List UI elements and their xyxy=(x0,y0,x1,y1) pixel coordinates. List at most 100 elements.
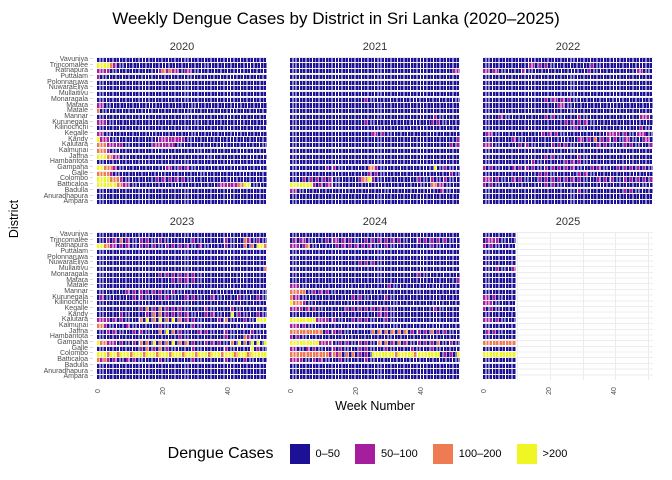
heat-cells xyxy=(136,358,160,363)
heat-cells xyxy=(456,137,460,142)
panel-gridline xyxy=(615,232,617,380)
heat-cells xyxy=(584,137,588,142)
heat-cells xyxy=(234,312,238,317)
heat-cells xyxy=(483,301,493,306)
heat-cells xyxy=(309,244,336,249)
heat-cells xyxy=(162,329,166,334)
heat-cells xyxy=(201,329,205,334)
heat-cells xyxy=(587,137,591,142)
heat-cells xyxy=(119,340,124,346)
heat-cells xyxy=(597,137,601,142)
legend-label: 0–50 xyxy=(315,448,340,460)
heat-cells xyxy=(483,261,516,266)
heat-cells xyxy=(515,165,519,171)
heat-cells xyxy=(182,177,186,182)
panel-gridline xyxy=(422,57,424,205)
heat-cells xyxy=(182,312,186,317)
heat-cells xyxy=(512,266,516,272)
heat-cells xyxy=(162,177,166,182)
heat-cells xyxy=(224,352,235,357)
heat-cells xyxy=(424,238,428,243)
heat-cells xyxy=(139,238,143,243)
heat-cells xyxy=(564,165,568,171)
heat-cells xyxy=(339,346,343,351)
heat-cells xyxy=(100,137,111,142)
heat-cells xyxy=(352,318,356,323)
heat-cells xyxy=(165,295,169,300)
heat-cells xyxy=(299,238,307,243)
heat-cells xyxy=(626,131,637,136)
heat-cells xyxy=(587,69,591,74)
heat-cells xyxy=(433,114,438,119)
heat-cells xyxy=(168,318,173,323)
district-label: NuwaraEliya xyxy=(12,85,93,92)
heat-cells xyxy=(290,238,294,243)
heat-cells xyxy=(244,358,248,363)
heat-cells xyxy=(152,318,156,323)
heat-cells xyxy=(110,148,267,154)
heat-cells xyxy=(450,352,454,357)
heat-cells xyxy=(329,165,333,171)
heat-cells xyxy=(224,329,228,334)
heat-cells xyxy=(290,165,326,171)
heat-cells xyxy=(643,177,647,182)
heat-cells xyxy=(548,154,552,159)
heat-cells xyxy=(110,137,160,142)
heat-cells xyxy=(185,177,267,182)
heat-cells xyxy=(600,143,604,148)
district-label: Kalutara xyxy=(12,141,93,148)
heat-cells xyxy=(322,177,326,182)
heat-cells xyxy=(312,358,317,363)
heat-cells xyxy=(345,340,349,346)
heat-cells xyxy=(440,188,444,193)
heat-cells xyxy=(168,295,186,300)
heat-cells xyxy=(159,323,163,329)
heat-cells xyxy=(345,306,349,311)
heat-cells xyxy=(355,318,359,323)
heat-cells xyxy=(306,244,310,249)
heat-cells xyxy=(175,329,179,334)
district-label: Kegalle xyxy=(12,305,93,312)
district-label: Mannar xyxy=(12,288,93,295)
heat-cells xyxy=(375,171,379,176)
heat-cells xyxy=(571,177,575,182)
facet-title-2023: 2023 xyxy=(169,216,195,228)
heat-cells xyxy=(329,177,333,182)
heat-cells xyxy=(499,114,503,119)
heat-cells xyxy=(636,69,644,74)
heat-cells xyxy=(97,171,111,176)
heat-cells xyxy=(554,143,559,148)
panel-gridline xyxy=(291,232,293,380)
heat-cells xyxy=(152,289,156,294)
heat-cells xyxy=(437,340,441,346)
heat-cells xyxy=(551,154,555,159)
heat-cells xyxy=(558,97,562,102)
district-label: NuwaraEliya xyxy=(12,260,93,267)
heat-cells xyxy=(195,238,225,243)
heat-cells xyxy=(443,238,447,243)
heat-cells xyxy=(97,363,267,368)
heat-cells xyxy=(149,340,153,346)
heat-cells xyxy=(165,318,169,323)
heat-cells xyxy=(146,289,150,294)
heat-cells xyxy=(195,346,225,351)
heat-cells xyxy=(217,183,238,188)
heat-cells xyxy=(290,91,460,97)
heat-cells xyxy=(564,120,568,125)
facet-panel-2021 xyxy=(290,57,460,205)
heat-cells xyxy=(97,57,267,62)
heat-cells xyxy=(139,318,143,323)
heat-cells xyxy=(499,318,516,323)
heat-cells xyxy=(208,312,212,317)
heat-cells xyxy=(175,177,179,182)
heat-cells xyxy=(483,126,575,131)
heat-cells xyxy=(290,69,454,74)
heat-cells xyxy=(290,120,366,125)
heat-cells xyxy=(577,120,582,125)
heat-cells xyxy=(159,312,163,317)
panel-gridline xyxy=(389,57,391,205)
heat-cells xyxy=(188,318,192,323)
heat-cells xyxy=(483,109,653,114)
heat-cells xyxy=(237,183,245,188)
heat-cells xyxy=(518,165,523,171)
